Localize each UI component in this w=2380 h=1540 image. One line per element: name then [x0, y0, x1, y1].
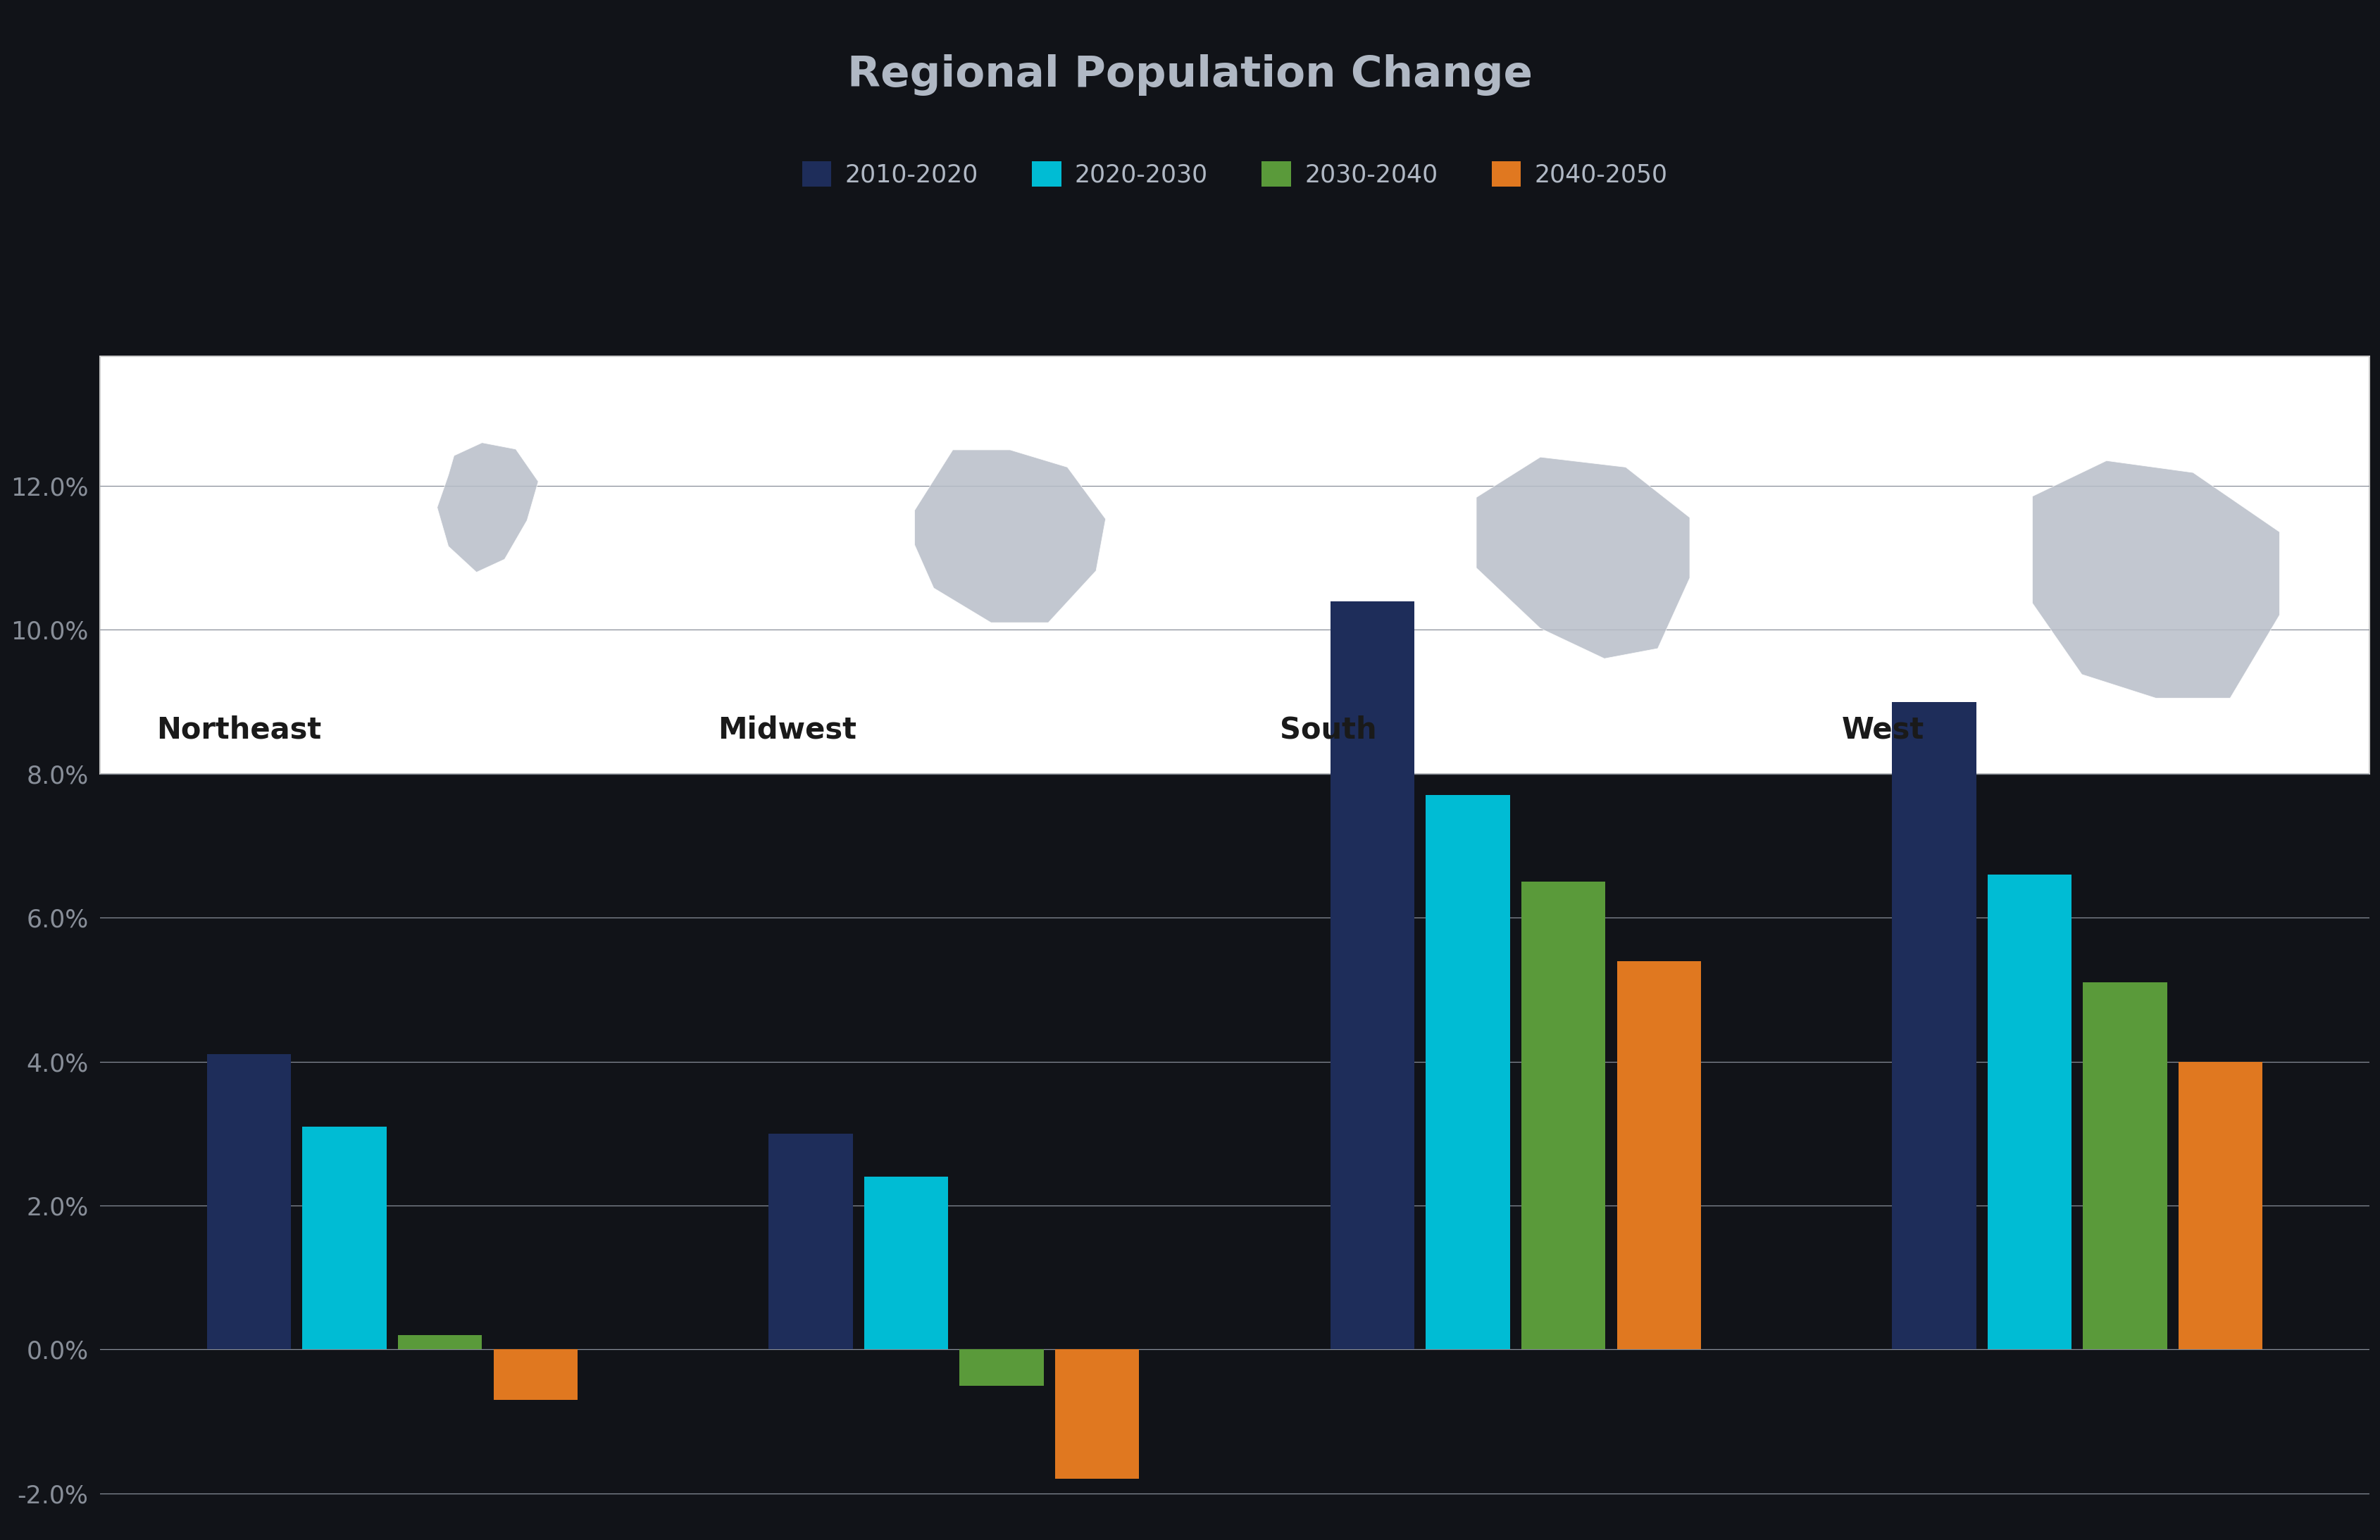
Bar [1521, 882, 1607, 1349]
Bar [1892, 702, 1975, 1349]
Bar [1054, 1349, 1140, 1478]
Polygon shape [914, 450, 1107, 622]
Polygon shape [438, 442, 538, 573]
Bar [1330, 601, 1414, 1349]
Bar [397, 1335, 483, 1349]
Bar [1987, 875, 2071, 1349]
Legend: 2010-2020, 2020-2030, 2030-2040, 2040-2050: 2010-2020, 2020-2030, 2030-2040, 2040-20… [793, 151, 1678, 197]
Bar [302, 1126, 386, 1349]
Text: Midwest: Midwest [719, 716, 857, 745]
Text: South: South [1280, 716, 1376, 745]
Bar [207, 1055, 290, 1349]
Bar [1616, 961, 1702, 1349]
Bar [2178, 1061, 2263, 1349]
Bar [769, 1133, 852, 1349]
Polygon shape [2033, 460, 2280, 698]
Text: West: West [1842, 716, 1923, 745]
Bar [493, 1349, 578, 1400]
Bar [864, 1177, 947, 1349]
Text: Regional Population Change: Regional Population Change [847, 54, 1533, 95]
Polygon shape [1476, 457, 1690, 659]
Text: Northeast: Northeast [157, 716, 321, 745]
Bar [1426, 795, 1509, 1349]
Bar [959, 1349, 1045, 1386]
Bar [100, 356, 2370, 773]
Bar [2082, 983, 2168, 1349]
